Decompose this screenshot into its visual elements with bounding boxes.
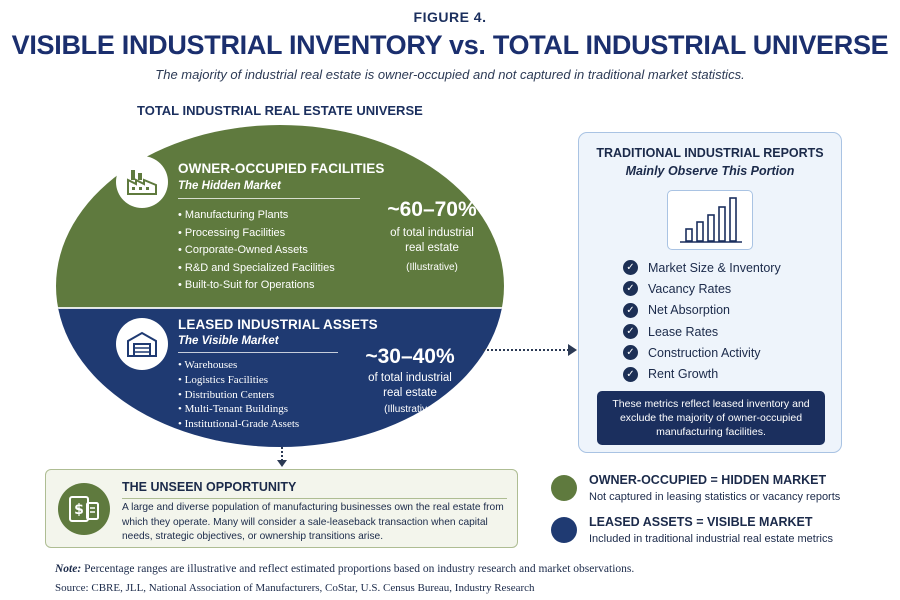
metric-label: Construction Activity (648, 345, 761, 360)
document-dollar-icon: $ (69, 496, 99, 522)
metric-label: Market Size & Inventory (648, 260, 781, 275)
connector-arrow-down-line (281, 447, 283, 461)
opportunity-title: THE UNSEEN OPPORTUNITY (122, 480, 297, 494)
main-subtitle: The majority of industrial real estate i… (155, 67, 745, 82)
metric-item: ✓ Lease Rates (623, 321, 781, 342)
main-title: VISIBLE INDUSTRIAL INVENTORY vs. TOTAL I… (11, 30, 889, 60)
opportunity-text: A large and diverse population of manufa… (122, 502, 504, 542)
check-icon: ✓ (623, 302, 638, 318)
bar-chart-icon-box (667, 190, 753, 250)
leased-list: Warehouses Logistics Facilities Distribu… (178, 358, 299, 432)
list-item: Logistics Facilities (178, 373, 299, 388)
bar-chart-icon (680, 197, 742, 243)
figure-label: FIGURE 4. (413, 9, 487, 25)
percent-desc-line: of total industrial (368, 372, 452, 384)
metric-item: ✓ Construction Activity (623, 342, 781, 363)
metric-item: ✓ Market Size & Inventory (623, 257, 781, 278)
arrow-down-icon (277, 460, 287, 467)
footer-note-text: Percentage ranges are illustrative and r… (81, 563, 635, 575)
list-item: Manufacturing Plants (178, 207, 335, 225)
warehouse-icon-circle (116, 318, 168, 370)
metric-item: ✓ Net Absorption (623, 300, 781, 321)
metric-item: ✓ Vacancy Rates (623, 278, 781, 299)
warehouse-icon (127, 331, 157, 357)
universe-title: TOTAL INDUSTRIAL REAL ESTATE UNIVERSE (137, 103, 423, 118)
list-item: R&D and Specialized Facilities (178, 260, 335, 278)
reports-title: TRADITIONAL INDUSTRIAL REPORTS (596, 146, 824, 160)
list-item: Multi-Tenant Buildings (178, 402, 299, 417)
metric-label: Rent Growth (648, 367, 719, 382)
arrow-right-icon (568, 344, 577, 356)
factory-icon (127, 170, 157, 195)
legend-item-leased: LEASED ASSETS = VISIBLE MARKET Included … (551, 515, 881, 549)
legend-swatch-green (551, 475, 577, 501)
reports-metrics-list: ✓ Market Size & Inventory ✓ Vacancy Rates … (623, 257, 781, 385)
check-icon: ✓ (623, 260, 638, 276)
segment-divider (56, 307, 504, 309)
legend-swatch-blue (551, 517, 577, 543)
factory-icon-circle (116, 156, 168, 208)
metric-label: Net Absorption (648, 303, 730, 318)
list-item: Built-to-Suit for Operations (178, 277, 335, 295)
document-dollar-icon-circle: $ (58, 483, 110, 535)
leased-rule (178, 352, 338, 353)
owner-occupied-percent-desc: of total industrial real estate (370, 226, 494, 256)
reports-panel: TRADITIONAL INDUSTRIAL REPORTS Mainly Ob… (578, 132, 842, 453)
reports-subtitle: Mainly Observe This Portion (625, 164, 795, 178)
footer-note: Note: Percentage ranges are illustrative… (55, 563, 634, 575)
list-item: Warehouses (178, 358, 299, 373)
leased-subtitle: The Visible Market (178, 335, 279, 347)
opportunity-box: $ THE UNSEEN OPPORTUNITY A large and div… (45, 469, 518, 548)
leased-percent-note: (Illustrative) (384, 404, 436, 415)
percent-desc-line: of total industrial (390, 227, 474, 239)
owner-occupied-title: OWNER-OCCUPIED FACILITIES (178, 161, 385, 176)
legend-desc: Included in traditional industrial real … (589, 533, 833, 545)
percent-desc-line: real estate (383, 387, 437, 399)
check-icon: ✓ (623, 324, 638, 340)
percent-desc-line: real estate (405, 242, 459, 254)
owner-occupied-percent-note: (Illustrative) (406, 262, 458, 273)
metric-label: Lease Rates (648, 324, 719, 339)
list-item: Processing Facilities (178, 225, 335, 243)
legend-desc: Not captured in leasing statistics or va… (589, 491, 841, 503)
connector-arrow-line (483, 349, 569, 351)
reports-note: These metrics reflect leased inventory a… (597, 391, 825, 445)
legend-title: OWNER-OCCUPIED = HIDDEN MARKET (589, 473, 827, 487)
list-item: Corporate-Owned Assets (178, 242, 335, 260)
check-icon: ✓ (623, 345, 638, 361)
footer-source: Source: CBRE, JLL, National Association … (55, 582, 535, 594)
list-item: Distribution Centers (178, 388, 299, 403)
metric-label: Vacancy Rates (648, 281, 732, 296)
owner-occupied-subtitle: The Hidden Market (178, 180, 281, 192)
opportunity-rule (122, 498, 507, 499)
owner-occupied-list: Manufacturing Plants Processing Faciliti… (178, 207, 335, 295)
metric-item: ✓ Rent Growth (623, 363, 781, 384)
owner-occupied-percent: ~60–70% (387, 198, 477, 221)
check-icon: ✓ (623, 281, 638, 297)
leased-percent-desc: of total industrial real estate (350, 371, 470, 401)
leased-percent: ~30–40% (365, 345, 455, 368)
owner-occupied-rule (178, 198, 360, 199)
legend-title: LEASED ASSETS = VISIBLE MARKET (589, 515, 813, 529)
check-icon: ✓ (623, 366, 638, 382)
svg-text:$: $ (74, 502, 84, 518)
footer-note-label: Note: (55, 563, 82, 575)
leased-title: LEASED INDUSTRIAL ASSETS (178, 317, 378, 332)
list-item: Institutional-Grade Assets (178, 417, 300, 432)
legend-item-owner-occupied: OWNER-OCCUPIED = HIDDEN MARKET Not captu… (551, 473, 881, 507)
